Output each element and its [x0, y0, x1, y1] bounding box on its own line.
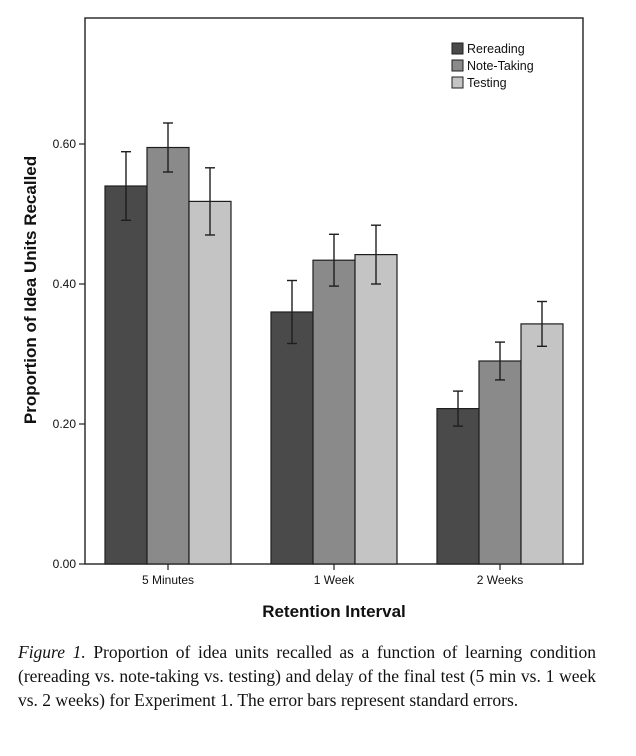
- figure-caption: Figure 1. Proportion of idea units recal…: [18, 640, 596, 712]
- legend: Rereading Note-Taking Testing: [451, 42, 534, 90]
- legend-swatch: [451, 59, 464, 72]
- x-axis: 5 Minutes 1 Week 2 Weeks: [142, 564, 523, 587]
- x-tick-label: 5 Minutes: [142, 573, 194, 587]
- y-tick-label: 0.60: [53, 137, 77, 151]
- bar: [104, 185, 148, 565]
- caption-text: Proportion of idea units recalled as a f…: [18, 642, 597, 710]
- y-axis-label: Proportion of Idea Units Recalled: [21, 156, 40, 424]
- bar: [188, 200, 232, 565]
- bars: [104, 122, 564, 565]
- bar: [436, 408, 480, 565]
- legend-swatch: [451, 76, 464, 89]
- caption-label: Figure 1.: [18, 642, 86, 662]
- legend-label: Note-Taking: [467, 59, 534, 73]
- y-tick-label: 0.00: [53, 557, 77, 571]
- bar: [478, 360, 522, 565]
- bar: [354, 254, 398, 565]
- legend-swatch: [451, 42, 464, 55]
- bar: [520, 323, 564, 565]
- bar: [312, 259, 356, 565]
- x-tick-label: 2 Weeks: [477, 573, 523, 587]
- x-axis-label: Retention Interval: [262, 602, 406, 621]
- x-tick-label: 1 Week: [314, 573, 355, 587]
- bar: [146, 146, 190, 565]
- legend-label: Rereading: [467, 42, 525, 56]
- bar: [270, 311, 314, 565]
- legend-label: Testing: [467, 76, 507, 90]
- y-tick-label: 0.40: [53, 277, 77, 291]
- y-tick-label: 0.20: [53, 417, 77, 431]
- y-axis: 0.00 0.20 0.40 0.60: [53, 137, 85, 571]
- bar-chart: 0.000.200.400.60 5 Minutes 1 Week 2 Weeks …: [21, 17, 584, 621]
